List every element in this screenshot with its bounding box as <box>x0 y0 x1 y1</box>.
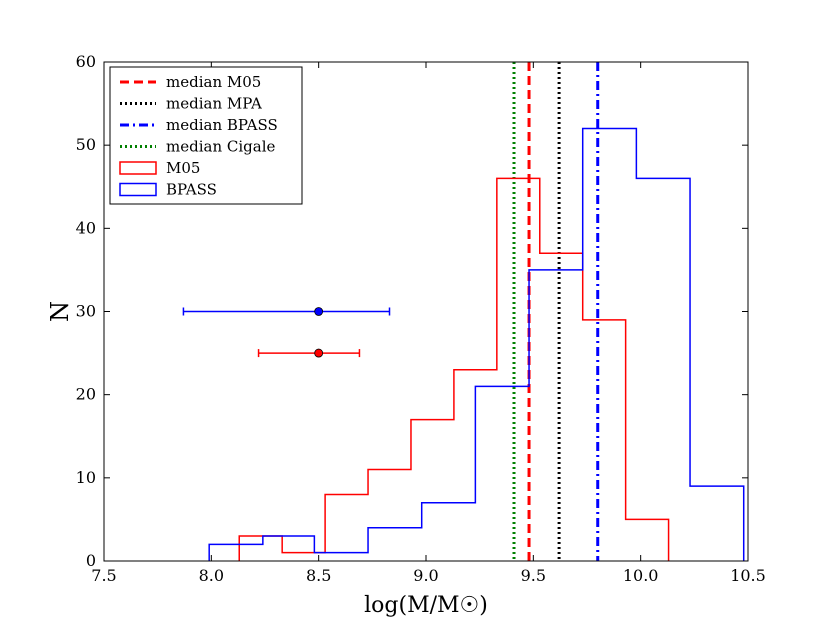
x-tick-label: 9.0 <box>413 566 438 585</box>
y-tick-label: 20 <box>76 385 96 404</box>
y-tick-label: 40 <box>76 218 96 237</box>
histogram-bpass <box>208 127 745 561</box>
legend: median M05 median MPA median BPASS median C… <box>109 66 303 205</box>
legend-label: median BPASS <box>166 116 278 134</box>
axis-ticks: 7.5 8.0 8.5 9.0 9.5 10.0 10.5 0 10 20 30 40 50 60 <box>76 52 766 585</box>
histogram-series <box>208 127 745 561</box>
legend-entry: M05 <box>119 159 200 177</box>
legend-entry: median Cigale <box>120 138 275 156</box>
x-tick-label: 9.5 <box>521 566 546 585</box>
legend-label: BPASS <box>166 181 217 199</box>
error-bar-point <box>314 348 324 358</box>
legend-entry: median M05 <box>120 73 261 91</box>
x-tick-label: 8.5 <box>306 566 331 585</box>
legend-patch-swatch <box>119 182 157 197</box>
legend-label: median MPA <box>166 95 262 113</box>
y-tick-label: 30 <box>76 302 96 321</box>
error-bar-bpass <box>182 307 391 316</box>
x-tick-label: 7.5 <box>91 566 116 585</box>
histogram-m05 <box>238 177 670 561</box>
x-tick-label: 10.5 <box>730 566 766 585</box>
error-bar-m05 <box>257 348 361 358</box>
x-tick-label: 8.0 <box>199 566 224 585</box>
y-axis-label: N <box>46 301 74 322</box>
legend-label: median Cigale <box>166 138 275 156</box>
legend-label: median M05 <box>166 73 261 91</box>
legend-patch-swatch <box>119 161 157 175</box>
legend-entry: median BPASS <box>120 116 278 134</box>
y-tick-label: 60 <box>76 52 96 71</box>
y-tick-label: 50 <box>76 135 96 154</box>
x-axis-label: log(M/M☉) <box>364 593 488 618</box>
median-lines <box>512 62 600 561</box>
error-bar-point <box>314 307 324 316</box>
error-bars <box>182 307 391 358</box>
legend-label: M05 <box>166 159 200 177</box>
x-tick-label: 10.0 <box>623 566 659 585</box>
legend-box <box>109 66 303 205</box>
legend-entry: median MPA <box>120 95 262 113</box>
y-tick-label: 0 <box>86 551 96 570</box>
legend-entry: BPASS <box>119 181 217 199</box>
y-tick-label: 10 <box>76 468 96 487</box>
